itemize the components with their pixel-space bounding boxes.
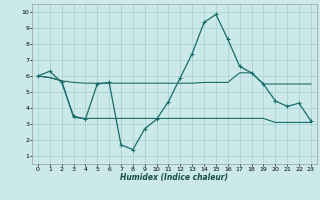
X-axis label: Humidex (Indice chaleur): Humidex (Indice chaleur) <box>120 173 228 182</box>
